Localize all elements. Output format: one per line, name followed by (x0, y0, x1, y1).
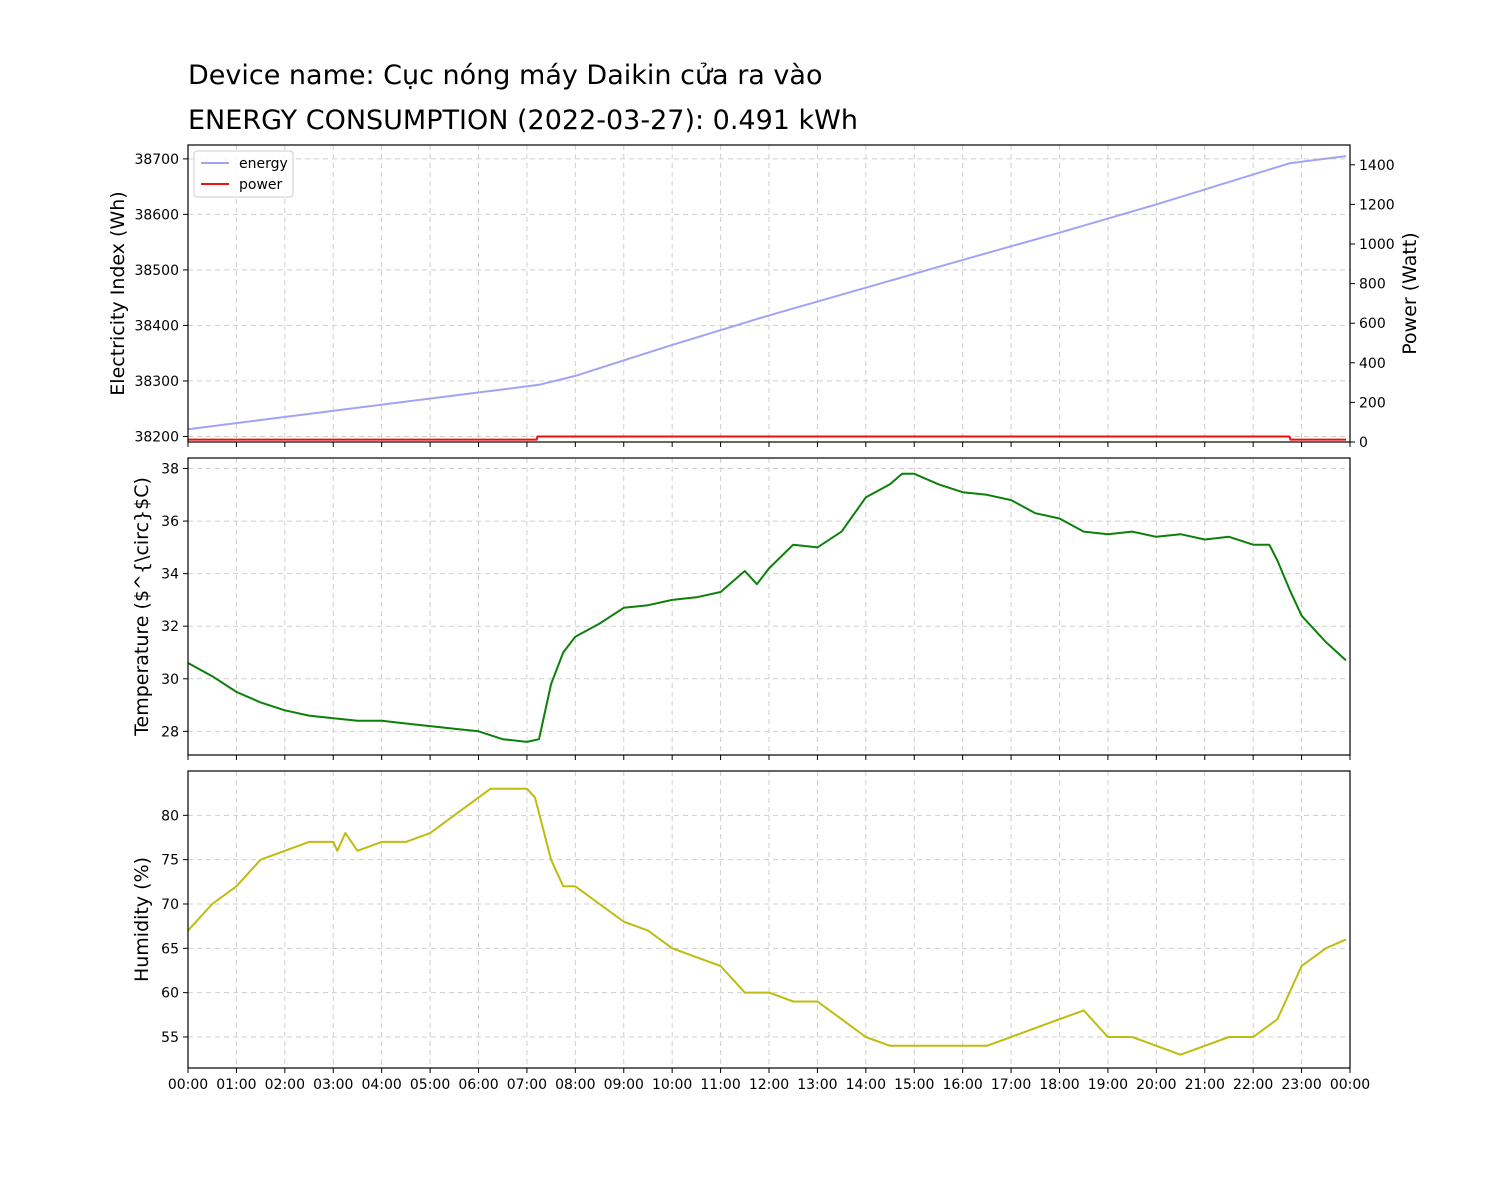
x-tick-label: 07:00 (507, 1077, 547, 1093)
x-tick-label: 12:00 (749, 1077, 789, 1093)
x-tick-label: 19:00 (1088, 1077, 1128, 1093)
x-tick-label: 20:00 (1136, 1077, 1176, 1093)
legend: energy power (193, 150, 294, 198)
legend-label-power: power (239, 177, 283, 193)
x-tick-label: 00:00 (168, 1077, 208, 1093)
y-tick-label: 70 (161, 897, 179, 913)
y2-tick-label: 400 (1359, 356, 1386, 372)
y-tick-label: 38300 (134, 374, 179, 390)
y-tick-label: 38600 (134, 207, 179, 223)
y-tick-label: 38500 (134, 263, 179, 279)
chart-title-device: Device name: Cục nóng máy Daikin cửa ra … (188, 60, 822, 91)
y2-tick-label: 0 (1359, 435, 1368, 451)
x-tick-label: 13:00 (797, 1077, 837, 1093)
y2-tick-label: 800 (1359, 277, 1386, 293)
legend-label-energy: energy (239, 156, 288, 172)
series-line-panel2 (187, 472, 1347, 743)
y-axis-label: Temperature ($^{\circ}$C) (131, 477, 153, 737)
y-tick-label: 38200 (134, 429, 179, 445)
x-tick-label: 02:00 (265, 1077, 305, 1093)
series-line-energy (187, 155, 1347, 431)
x-tick-label: 22:00 (1233, 1077, 1273, 1093)
panel-2: 28 30 32 34 36 38 Temperature ($^{\circ}$C) (131, 457, 1351, 760)
y-tick-label: 32 (161, 619, 179, 635)
x-tick-label: 21:00 (1185, 1077, 1225, 1093)
x-tick-label: 06:00 (458, 1077, 498, 1093)
x-tick-label: 18:00 (1039, 1077, 1079, 1093)
x-tick-label: 23:00 (1281, 1077, 1321, 1093)
y-tick-label: 34 (161, 567, 179, 583)
plot-frame (187, 770, 1351, 1069)
panel-1: 38200 38300 38400 38500 38600 38700 0 200 400 600… (107, 144, 1421, 451)
chart-title-energy: ENERGY CONSUMPTION (2022-03-27): 0.491 k… (188, 105, 858, 136)
x-tick-label: 11:00 (700, 1077, 740, 1093)
series-line-power (188, 435, 1346, 441)
x-tick-label: 04:00 (361, 1077, 401, 1093)
y-tick-label: 65 (161, 941, 179, 957)
x-tick-label: 14:00 (846, 1077, 886, 1093)
x-tick-label: 17:00 (991, 1077, 1031, 1093)
panel-3: 55 60 65 70 75 80 Humidity (%) (131, 770, 1351, 1073)
y-tick-label: 80 (161, 808, 179, 824)
x-tick-label: 15:00 (894, 1077, 934, 1093)
y2-tick-label: 600 (1359, 316, 1386, 332)
y-tick-label: 28 (161, 724, 179, 740)
x-tick-label: 10:00 (652, 1077, 692, 1093)
y2-tick-label: 200 (1359, 395, 1386, 411)
y-tick-label: 30 (161, 672, 179, 688)
x-tick-label: 03:00 (313, 1077, 353, 1093)
y2-tick-label: 1000 (1359, 237, 1395, 253)
series-line-panel3 (187, 787, 1347, 1056)
y-tick-label: 38700 (134, 152, 179, 168)
x-tick-label: 05:00 (410, 1077, 450, 1093)
y-tick-label: 60 (161, 986, 179, 1002)
plot-frame (187, 144, 1351, 443)
y2-axis-label: Power (Watt) (1399, 232, 1421, 354)
y-tick-label: 75 (161, 853, 179, 869)
y2-tick-label: 1200 (1359, 197, 1395, 213)
x-tick-label: 01:00 (216, 1077, 256, 1093)
x-tick-label: 08:00 (555, 1077, 595, 1093)
x-tick-label: 09:00 (604, 1077, 644, 1093)
y-tick-label: 38400 (134, 318, 179, 334)
plot-frame (187, 457, 1351, 756)
x-tick-label: 16:00 (942, 1077, 982, 1093)
y2-tick-label: 1400 (1359, 158, 1395, 174)
y-tick-label: 38 (161, 462, 179, 478)
y-tick-label: 36 (161, 514, 179, 530)
y-axis-label: Electricity Index (Wh) (107, 191, 129, 395)
y-tick-label: 55 (161, 1030, 179, 1046)
x-tick-label: 00:00 (1330, 1077, 1370, 1093)
y-axis-label: Humidity (%) (131, 857, 153, 982)
